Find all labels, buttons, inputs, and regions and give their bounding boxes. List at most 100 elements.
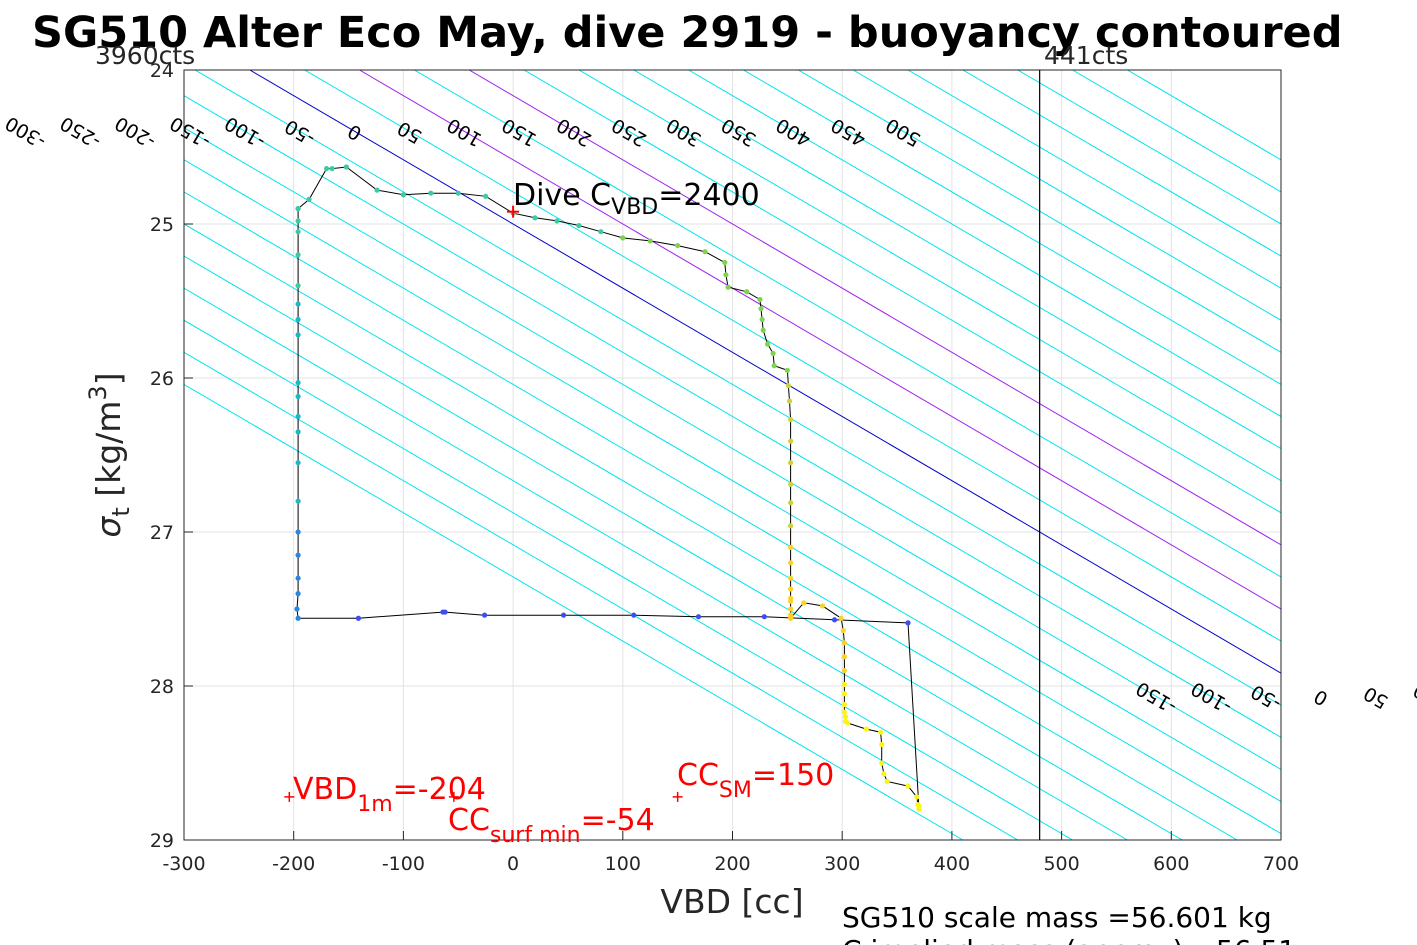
profile-point	[786, 398, 793, 404]
contour-line	[249, 70, 1281, 674]
profile-point	[428, 190, 434, 196]
profile-point	[295, 498, 301, 504]
profile-point	[295, 252, 301, 258]
profile-point	[723, 272, 729, 278]
profile-point	[788, 438, 794, 444]
profile-point	[295, 591, 301, 597]
profile-point	[788, 586, 794, 592]
cc-sm-sub: SM	[719, 778, 752, 803]
profile-point	[914, 794, 920, 800]
profile-point	[838, 615, 844, 621]
profile-point	[576, 222, 582, 229]
profile-point	[702, 249, 708, 255]
counts-left: 3960cts	[95, 41, 195, 70]
contour-line	[688, 70, 1281, 418]
profile-point	[785, 383, 792, 389]
contour-line	[359, 70, 1281, 610]
profile-point	[294, 606, 300, 612]
x-tick-label: -300	[162, 853, 205, 875]
contour-line	[194, 70, 1281, 706]
contour-label: -300	[2, 112, 50, 153]
profile-point	[788, 500, 794, 506]
profile-point	[788, 460, 794, 466]
contour-label: -200	[111, 112, 159, 153]
profile-point	[881, 771, 887, 777]
contour-line	[1017, 70, 1281, 225]
profile-point	[879, 760, 885, 766]
profile-point	[598, 229, 604, 235]
profile-point	[631, 612, 637, 618]
cc-sm-suffix: =150	[752, 758, 834, 793]
profile-point	[905, 783, 911, 789]
y-axis-label: σt [kg/m3]	[84, 372, 135, 537]
contour-label: 50	[1360, 682, 1392, 713]
contour-label: 100	[1410, 679, 1417, 716]
dive-cvbd-suffix: =2400	[658, 178, 759, 213]
profile-point	[295, 316, 301, 323]
profile-point	[788, 615, 794, 621]
profile-point	[758, 306, 764, 312]
footer-scale-mass: SG510 scale mass =56.601 kg	[842, 901, 1272, 934]
profile-point	[761, 614, 767, 620]
profile-point	[355, 615, 362, 621]
y-tick-label: 26	[150, 368, 174, 390]
x-tick-label: 500	[1043, 853, 1079, 875]
contour-line	[852, 70, 1281, 321]
vbd-1m-sub: 1m	[357, 792, 392, 817]
profile-point	[841, 640, 847, 646]
profile-point	[801, 600, 807, 606]
profile-point	[295, 283, 301, 289]
profile-point	[295, 301, 301, 307]
x-axis-label: VBD [cc]	[660, 882, 803, 921]
profile-point	[863, 726, 869, 732]
contour-label: 0	[1310, 685, 1332, 710]
profile-point	[757, 296, 763, 303]
vbd-1m-suffix: =-204	[393, 772, 486, 807]
profile-point	[788, 606, 794, 612]
vbd-1m-label: VBD1m=-204	[293, 772, 486, 817]
annotation-markers	[284, 70, 1041, 840]
x-tick-label: 100	[605, 853, 641, 875]
profile-point	[343, 164, 349, 170]
profile-point	[295, 332, 301, 338]
profile-point	[295, 393, 301, 400]
profile-point	[455, 190, 461, 196]
axis-ticks: -300 -200 -100 0 100 200 300 400 500 600 700 24 25 26…	[150, 60, 1299, 875]
cc-surf-min-suffix: =-54	[581, 803, 655, 838]
contour-line	[184, 223, 1238, 840]
contour-line	[304, 70, 1281, 642]
profile-point	[295, 529, 301, 535]
contour-line	[184, 319, 1073, 840]
buoyancy-contours	[184, 70, 1281, 840]
chart-title: SG510 Alter Eco May, dive 2919 - buoyanc…	[32, 8, 1343, 58]
profile-point	[483, 193, 489, 199]
profile-point	[841, 681, 847, 688]
dive-cvbd-prefix: Dive C	[513, 178, 611, 213]
profile-point	[295, 218, 301, 224]
profile-point	[841, 668, 847, 674]
profile-point	[877, 729, 884, 735]
profile-point	[765, 341, 771, 347]
contour-line	[578, 70, 1281, 482]
contour-line	[468, 70, 1281, 546]
x-tick-label: 400	[934, 853, 970, 875]
contour-line	[633, 70, 1281, 450]
cc-surf-min-label: CCsurf min=-54	[448, 803, 655, 848]
profile-point	[788, 544, 794, 551]
profile-point	[788, 560, 794, 566]
x-tick-label: -200	[272, 853, 315, 875]
profile-point	[771, 363, 777, 369]
contour-line	[184, 383, 964, 840]
profile-point	[295, 206, 301, 212]
profile-point	[295, 229, 301, 235]
profile-point	[295, 460, 301, 466]
contour-line	[184, 255, 1183, 840]
profile-point	[647, 238, 653, 244]
profile-point	[725, 284, 731, 290]
profile-point	[770, 350, 776, 356]
profile-point	[841, 654, 847, 660]
profile-point	[788, 598, 794, 604]
contour-line	[523, 70, 1281, 514]
counts-right: 441cts	[1044, 41, 1128, 70]
